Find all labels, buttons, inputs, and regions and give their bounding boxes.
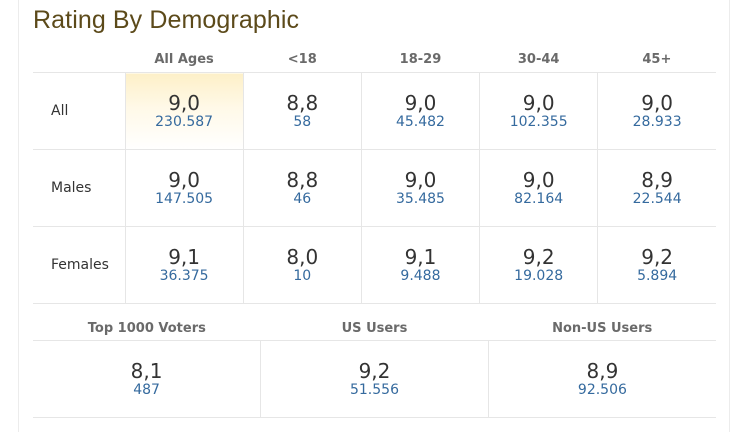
rating-demographic-panel: Rating By Demographic All Ages <18 18-29… [18, 0, 730, 432]
rating-value: 8,9 [586, 359, 619, 383]
rating-value: 8,1 [130, 359, 163, 383]
rating-value: 9,0 [522, 91, 555, 115]
rating-cell: 8,8 46 [242, 149, 362, 227]
rating-cell: 8,9 92.506 [487, 340, 716, 418]
rating-value: 8,0 [286, 245, 319, 269]
rating-value: 9,0 [404, 168, 437, 192]
vote-count-link[interactable]: 102.355 [509, 114, 568, 130]
vote-count-link[interactable]: 230.587 [155, 114, 214, 130]
rating-cell: 9,2 5.894 [597, 226, 716, 304]
table-row-females: Females 9,1 36.375 8,0 10 9,1 9.488 9,2 … [33, 226, 716, 304]
vote-count-link[interactable]: 22.544 [632, 191, 682, 207]
rating-cell: 9,1 36.375 [124, 226, 244, 304]
rating-cell: 9,0 45.482 [360, 72, 480, 150]
rating-value: 9,0 [168, 168, 200, 192]
voter-group-header-row: Top 1000 Voters US Users Non-US Users [33, 316, 716, 341]
rating-cell: 9,2 51.556 [260, 340, 489, 418]
section-title: Rating By Demographic [33, 6, 300, 34]
rating-cell: 8,9 22.544 [597, 149, 716, 227]
rating-value: 9,1 [404, 245, 437, 269]
rating-cell: 8,1 487 [33, 340, 261, 418]
rating-cell: 9,0 147.505 [124, 149, 244, 227]
rating-value: 9,0 [404, 91, 437, 115]
rating-cell: 8,8 58 [242, 72, 362, 150]
row-header-spacer [33, 46, 125, 73]
vote-count-link[interactable]: 19.028 [514, 268, 564, 284]
rating-cell: 9,2 19.028 [479, 226, 598, 304]
column-header-45-plus: 45+ [642, 51, 672, 67]
row-label: All [33, 72, 125, 150]
vote-count-link[interactable]: 82.164 [514, 191, 564, 207]
vote-count-link[interactable]: 10 [293, 268, 312, 284]
rating-value: 9,2 [641, 245, 674, 269]
vote-count-link[interactable]: 35.485 [395, 191, 445, 207]
table-row-males: Males 9,0 147.505 8,8 46 9,0 35.485 9,0 … [33, 149, 716, 227]
column-header-under-18: <18 [287, 51, 317, 67]
rating-cell: 9,0 102.355 [479, 72, 598, 150]
table-header-row: All Ages <18 18-29 30-44 45+ [33, 46, 716, 73]
table-row-all: All 9,0 230.587 8,8 58 9,0 45.482 9,0 10… [33, 72, 716, 150]
column-header-18-29: 18-29 [399, 51, 442, 67]
vote-count-link[interactable]: 51.556 [349, 382, 399, 398]
vote-count-link[interactable]: 36.375 [159, 268, 209, 284]
demographic-rating-table: All Ages <18 18-29 30-44 45+ All 9,0 230… [33, 46, 716, 304]
vote-count-link[interactable]: 92.506 [577, 382, 627, 398]
vote-count-link[interactable]: 45.482 [395, 114, 445, 130]
vote-count-link[interactable]: 46 [293, 191, 312, 207]
rating-value: 8,8 [286, 168, 319, 192]
rating-value: 9,0 [168, 91, 200, 115]
column-header-top-1000: Top 1000 Voters [87, 320, 206, 336]
row-label: Males [33, 149, 125, 227]
rating-cell: 9,0 35.485 [360, 149, 480, 227]
rating-value: 9,1 [168, 245, 200, 269]
rating-value: 9,0 [522, 168, 555, 192]
column-header-us-users: US Users [341, 320, 408, 336]
vote-count-link[interactable]: 9.488 [400, 268, 441, 284]
vote-count-link[interactable]: 28.933 [632, 114, 682, 130]
rating-cell: 9,0 28.933 [597, 72, 716, 150]
rating-value: 8,8 [286, 91, 319, 115]
vote-count-link[interactable]: 147.505 [155, 191, 214, 207]
row-label: Females [33, 226, 125, 304]
vote-count-link[interactable]: 58 [293, 114, 312, 130]
rating-value: 9,2 [522, 245, 555, 269]
rating-cell: 9,0 82.164 [479, 149, 598, 227]
column-header-30-44: 30-44 [517, 51, 560, 67]
rating-cell: 9,0 230.587 [124, 72, 244, 150]
vote-count-link[interactable]: 487 [133, 382, 160, 398]
column-header-all-ages: All Ages [154, 51, 214, 67]
rating-cell: 9,1 9.488 [360, 226, 480, 304]
vote-count-link[interactable]: 5.894 [637, 268, 678, 284]
column-header-non-us-users: Non-US Users [552, 320, 653, 336]
rating-value: 9,2 [358, 359, 391, 383]
rating-value: 8,9 [641, 168, 674, 192]
rating-value: 9,0 [641, 91, 674, 115]
rating-cell: 8,0 10 [242, 226, 362, 304]
voter-group-rating-table: Top 1000 Voters US Users Non-US Users 8,… [33, 316, 716, 418]
voter-group-row: 8,1 487 9,2 51.556 8,9 92.506 [33, 340, 716, 418]
